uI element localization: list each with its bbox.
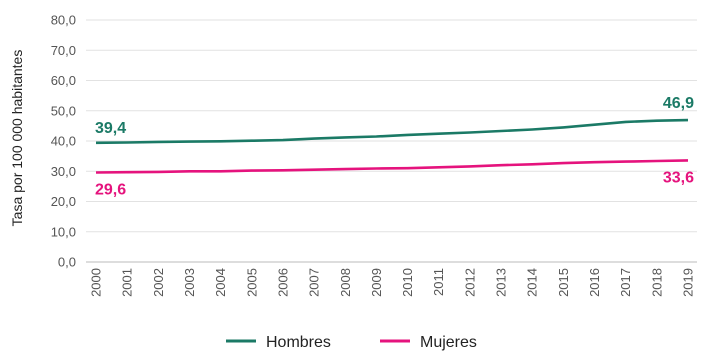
x-tick-label: 2008 [338,268,353,297]
series-line-mujeres [95,159,689,174]
y-tick-label: 60,0 [51,73,76,88]
x-tick-label: 2017 [618,268,633,297]
x-tick-label: 2007 [307,268,322,297]
legend: Hombres Mujeres [226,334,477,351]
data-label: 29,6 [95,181,126,198]
y-tick-label: 70,0 [51,43,76,58]
y-tick-label: 50,0 [51,103,76,118]
y-tick-label: 30,0 [51,164,76,179]
x-tick-label: 2005 [244,268,259,297]
y-tick-label: 20,0 [51,194,76,209]
x-tick-label: 2012 [462,268,477,297]
y-tick-labels: 0,0 10,0 20,0 30,0 40,0 50,0 60,0 70,0 80,0 [51,13,76,270]
y-axis-label: Tasa por 100 000 habitantes [9,50,25,227]
x-tick-labels: 2000 2001 2002 2003 2004 2005 2006 2007 2008 2009… [89,268,696,297]
data-label: 46,9 [663,95,694,112]
x-tick-label: 2004 [213,268,228,297]
data-labels: 39,4 46,9 29,6 33,6 [95,95,694,198]
legend-label: Mujeres [420,334,477,351]
x-tick-label: 2006 [275,268,290,297]
y-tick-label: 40,0 [51,134,76,149]
y-tick-label: 10,0 [51,224,76,239]
x-tick-label: 2015 [556,268,571,297]
x-tick-label: 2000 [89,268,104,297]
x-tick-label: 2016 [587,268,602,297]
data-label: 39,4 [95,120,126,137]
data-label: 33,6 [663,169,694,186]
x-tick-label: 2001 [120,268,135,297]
legend-label: Hombres [266,334,331,351]
y-tick-label: 0,0 [58,255,76,270]
x-tick-label: 2002 [151,268,166,297]
x-tick-label: 2011 [431,268,446,296]
x-tick-label: 2010 [400,268,415,297]
series-lines [95,118,689,174]
x-tick-label: 2018 [649,268,664,297]
x-tick-label: 2019 [681,268,696,297]
x-tick-label: 2013 [494,268,509,297]
series-line-hombres [95,118,689,145]
x-tick-label: 2003 [182,268,197,297]
y-tick-label: 80,0 [51,13,76,28]
x-tick-label: 2014 [525,268,540,297]
x-tick-label: 2009 [369,268,384,297]
